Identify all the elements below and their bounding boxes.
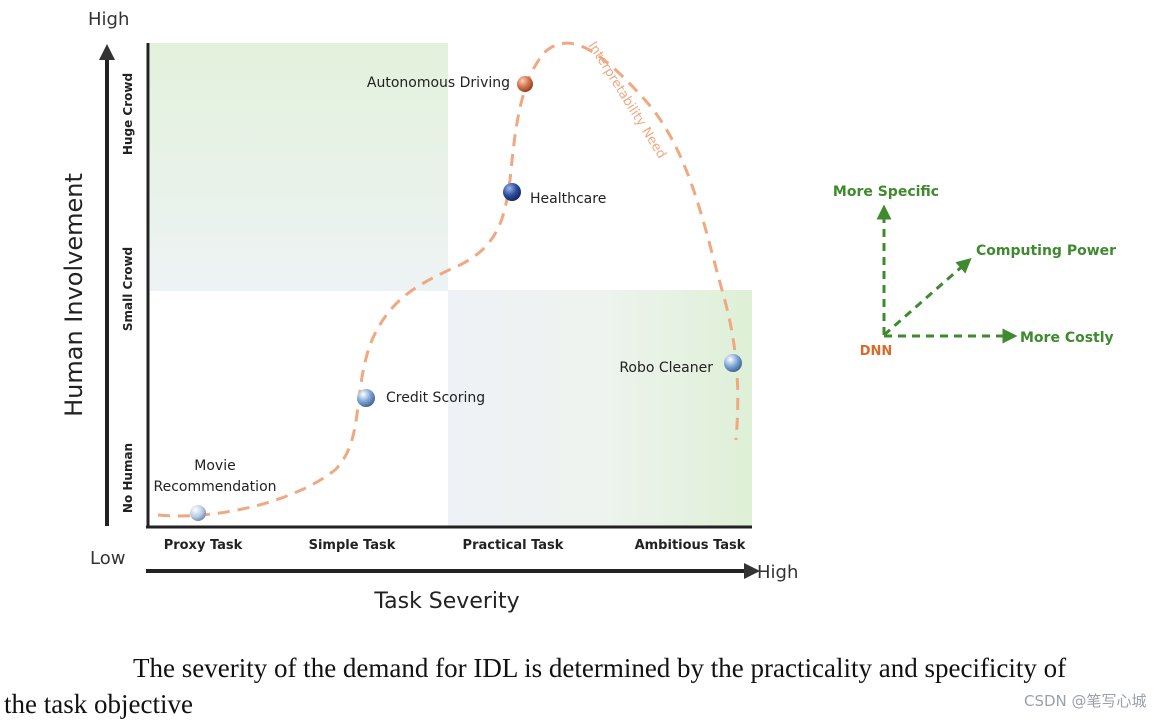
label-more-costly: More Costly — [1020, 330, 1114, 346]
label-more-specific: More Specific — [833, 184, 939, 200]
csdn-watermark: CSDN @笔写心城 — [1024, 692, 1147, 710]
label-robo-cleaner: Robo Cleaner — [619, 360, 713, 376]
x-category-proxy-task: Proxy Task — [164, 538, 243, 553]
y-low-label: Low — [90, 548, 125, 569]
label-credit-scoring: Credit Scoring — [386, 390, 485, 406]
x-category-simple-task: Simple Task — [309, 538, 396, 553]
point-credit-scoring — [357, 389, 375, 407]
interpretability-need-curve — [157, 41, 740, 518]
point-robo-cleaner — [724, 354, 742, 372]
label-computing-power: Computing Power — [976, 243, 1116, 259]
y-level-no-human: No Human — [121, 443, 135, 513]
point-healthcare — [503, 183, 521, 201]
caption-line-1: The severity of the demand for IDL is de… — [133, 653, 1067, 683]
x-category-ambitious-task: Ambitious Task — [635, 538, 746, 553]
x-high-label: High — [757, 562, 798, 583]
label-movie-line2: Recommendation — [153, 479, 276, 495]
arrow-computing-power — [883, 258, 972, 337]
interpretability-need-label: Interpretability Need — [585, 39, 669, 161]
quadrant-top-left — [150, 43, 448, 291]
point-autonomous-driving — [517, 76, 533, 92]
idl-diagram: High Low High Human Involvement Task Sev… — [60, 9, 1116, 614]
x-axis-title: Task Severity — [373, 589, 519, 614]
label-autonomous-driving: Autonomous Driving — [367, 75, 510, 91]
x-category-practical-task: Practical Task — [463, 538, 564, 553]
label-dnn: DNN — [860, 344, 893, 359]
dnn-inset: More Specific Computing Power More Costl… — [833, 184, 1116, 359]
caption-line-2: the task objective — [4, 689, 193, 719]
y-level-huge-crowd: Huge Crowd — [121, 73, 135, 155]
label-movie-line1: Movie — [194, 458, 235, 474]
quadrant-bottom-right — [448, 290, 752, 526]
label-healthcare: Healthcare — [530, 191, 606, 207]
point-movie-recommendation — [190, 505, 206, 521]
y-high-label: High — [88, 9, 129, 30]
y-axis-title: Human Involvement — [60, 173, 88, 417]
y-level-small-crowd: Small Crowd — [121, 247, 135, 331]
